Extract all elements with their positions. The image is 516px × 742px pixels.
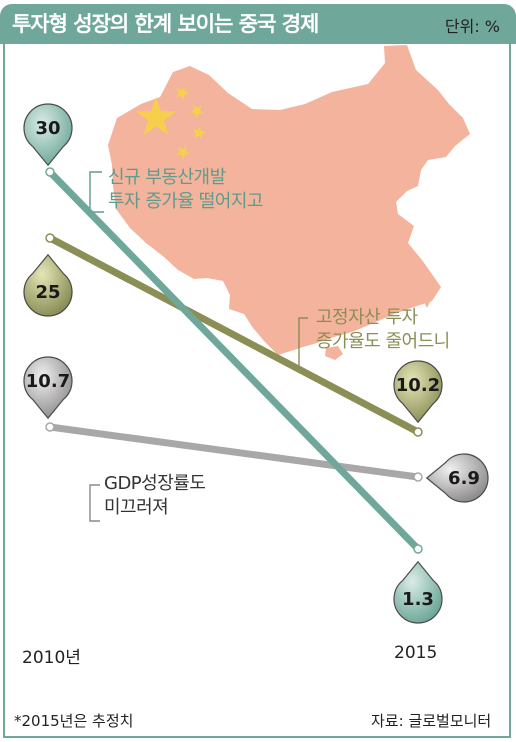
- unit-label: 단위: %: [444, 17, 500, 36]
- x-tick-label-2010: 2010년: [22, 648, 81, 668]
- series-line-real-estate: [46, 168, 422, 553]
- footnote: *2015년은 추정치: [14, 712, 134, 730]
- annotation-line: GDP성장률도: [104, 473, 206, 494]
- annotation-leader-investment: [89, 171, 104, 213]
- drop-shape: [393, 360, 443, 424]
- x-tick-label-2015: 2015: [394, 643, 438, 663]
- data-point-fixed-2015: [413, 427, 423, 437]
- data-label: 10.7: [26, 371, 70, 392]
- annotation-line: 미끄러져: [104, 497, 169, 518]
- flag-star-large: [136, 97, 176, 135]
- data-label: 25: [35, 282, 60, 303]
- annotation-fixed-asset: 고정자산 투자 증가율도 줄어드니: [316, 306, 450, 354]
- taiwan-island: [421, 284, 433, 308]
- annotation-leader-fixed: [298, 317, 308, 370]
- data-point-real-estate-2015: [413, 544, 423, 554]
- annotation-line: 신규 부동산개발: [108, 167, 226, 188]
- data-label: 10.2: [396, 375, 440, 396]
- drop-shape: [425, 453, 489, 503]
- data-point-gdp-2010: [45, 422, 55, 432]
- china-map-shape: [108, 45, 470, 355]
- flag-star-small: [175, 86, 190, 101]
- drop-gdp-2015: 6.9: [425, 453, 489, 503]
- drop-gdp-2010: 10.7: [23, 356, 73, 420]
- drop-shape: [23, 356, 73, 420]
- drop-real-estate-2015: 1.3: [393, 560, 443, 624]
- annotation-leader-gdp: [89, 484, 100, 522]
- chart-header: 투자형 성장의 한계 보이는 중국 경제 단위: %: [0, 0, 516, 50]
- annotation-real-estate: 신규 부동산개발 투자 증가율 떨어지고: [108, 166, 263, 214]
- data-point-fixed-2010: [45, 233, 55, 243]
- annotation-line: 고정자산 투자: [316, 307, 418, 328]
- plot-border: [3, 44, 511, 738]
- drop-shape: [393, 560, 443, 624]
- drop-shape: [23, 253, 73, 317]
- chart-title: 투자형 성장의 한계 보이는 중국 경제: [12, 12, 319, 36]
- drop-fixed-2010: 25: [23, 253, 73, 317]
- series-line-gdp: [46, 423, 422, 481]
- title-bar: [0, 4, 516, 44]
- drop-shape: [23, 103, 73, 167]
- series-line-fixed-asset: [46, 234, 422, 436]
- flag-star-small: [176, 145, 191, 160]
- hainan-island: [325, 346, 343, 360]
- annotation-gdp: GDP성장률도 미끄러져: [104, 472, 206, 520]
- drop-real-estate-2010: 30: [23, 103, 73, 167]
- source-note: 자료: 글로벌모니터: [371, 712, 492, 730]
- annotation-line: 투자 증가율 떨어지고: [108, 191, 263, 212]
- annotation-line: 증가율도 줄어드니: [316, 331, 450, 352]
- data-label: 6.9: [448, 468, 480, 489]
- flag-star-small: [189, 104, 204, 119]
- data-label: 30: [35, 118, 60, 139]
- china-map-illustration: [108, 45, 470, 360]
- data-label: 1.3: [402, 589, 434, 610]
- data-point-gdp-2015: [413, 472, 423, 482]
- drop-fixed-2015: 10.2: [393, 360, 443, 424]
- data-point-real-estate-2010: [45, 167, 55, 177]
- flag-star-small: [192, 125, 207, 140]
